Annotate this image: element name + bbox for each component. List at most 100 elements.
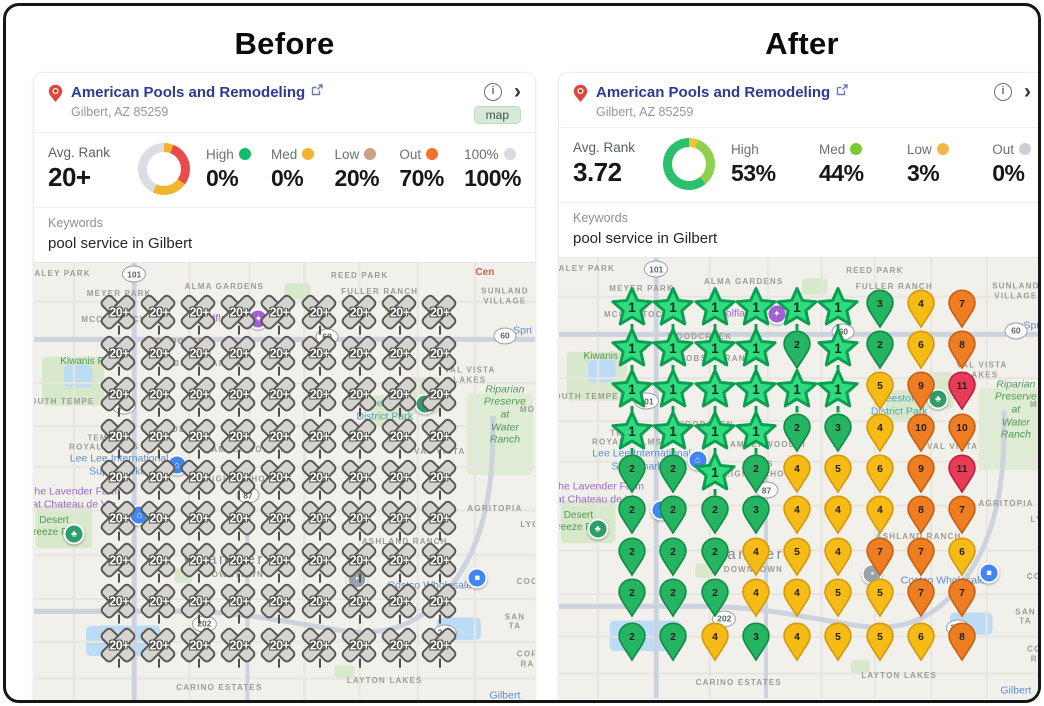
grid-marker-rank-2[interactable]: 2: [616, 578, 647, 618]
grid-marker-missed[interactable]: 20+: [337, 457, 383, 500]
grid-marker-rank-1[interactable]: 1: [692, 450, 738, 496]
grid-marker-rank-2[interactable]: 2: [616, 622, 647, 662]
grid-marker-rank-4[interactable]: 4: [823, 537, 854, 577]
grid-marker-missed[interactable]: 20+: [176, 375, 222, 418]
grid-marker-missed[interactable]: 20+: [377, 457, 423, 500]
grid-marker-missed[interactable]: 20+: [256, 292, 302, 335]
grid-marker-missed[interactable]: 20+: [96, 457, 142, 500]
grid-marker-rank-1[interactable]: 1: [609, 326, 655, 372]
grid-marker-missed[interactable]: 20+: [337, 292, 383, 335]
grid-marker-missed[interactable]: 20+: [216, 416, 262, 459]
grid-marker-rank-1[interactable]: 1: [650, 326, 696, 372]
grid-marker-missed[interactable]: 20+: [136, 540, 182, 583]
grid-marker-rank-7[interactable]: 7: [906, 537, 937, 577]
grid-marker-missed[interactable]: 20+: [96, 375, 142, 418]
grid-marker-rank-2[interactable]: 2: [658, 622, 689, 662]
grid-marker-missed[interactable]: 20+: [96, 499, 142, 542]
grid-marker-missed[interactable]: 20+: [176, 292, 222, 335]
grid-marker-missed[interactable]: 20+: [377, 581, 423, 624]
grid-marker-missed[interactable]: 20+: [216, 375, 262, 418]
grid-marker-missed[interactable]: 20+: [96, 581, 142, 624]
grid-marker-rank-2[interactable]: 2: [658, 495, 689, 536]
grid-marker-rank-2[interactable]: 2: [782, 330, 813, 370]
grid-marker-missed[interactable]: 20+: [377, 375, 423, 418]
grid-marker-missed[interactable]: 20+: [256, 499, 302, 542]
grid-marker-missed[interactable]: 20+: [297, 499, 343, 542]
grid-marker-rank-2[interactable]: 2: [616, 495, 647, 536]
grid-marker-rank-7[interactable]: 7: [906, 578, 937, 618]
grid-marker-rank-1[interactable]: 1: [692, 326, 738, 372]
external-link-icon[interactable]: [311, 83, 323, 101]
external-link-icon[interactable]: [836, 83, 848, 101]
grid-marker-missed[interactable]: 20+: [297, 457, 343, 500]
costco-poi[interactable]: ■: [978, 562, 1000, 584]
grid-marker-missed[interactable]: 20+: [377, 499, 423, 542]
grid-marker-missed[interactable]: 20+: [176, 333, 222, 376]
grid-marker-rank-2[interactable]: 2: [699, 578, 730, 618]
grid-marker-missed[interactable]: 20+: [136, 333, 182, 376]
grid-marker-rank-4[interactable]: 4: [906, 289, 937, 329]
grid-marker-missed[interactable]: 20+: [176, 499, 222, 542]
grid-marker-missed[interactable]: 20+: [216, 457, 262, 500]
grid-marker-missed[interactable]: 20+: [297, 581, 343, 624]
grid-marker-rank-8[interactable]: 8: [906, 495, 937, 536]
grid-marker-rank-2[interactable]: 2: [782, 413, 813, 453]
grid-marker-rank-6[interactable]: 6: [906, 622, 937, 662]
grid-marker-missed[interactable]: 20+: [377, 292, 423, 335]
grid-marker-missed[interactable]: 20+: [297, 416, 343, 459]
grid-marker-rank-1[interactable]: 1: [815, 285, 861, 331]
grid-marker-missed[interactable]: 20+: [176, 416, 222, 459]
grid-marker-rank-1[interactable]: 1: [650, 368, 696, 414]
grid-marker-rank-6[interactable]: 6: [906, 330, 937, 370]
grid-marker-missed[interactable]: 20+: [297, 292, 343, 335]
business-name-link[interactable]: American Pools and Remodeling: [71, 83, 306, 101]
grid-marker-missed[interactable]: 20+: [96, 292, 142, 335]
grid-marker-rank-2[interactable]: 2: [658, 537, 689, 577]
grid-marker-missed[interactable]: 20+: [377, 540, 423, 583]
grid-marker-rank-8[interactable]: 8: [947, 622, 978, 662]
grid-marker-missed[interactable]: 20+: [417, 375, 463, 418]
grid-marker-missed[interactable]: 20+: [417, 292, 463, 335]
grid-marker-rank-1[interactable]: 1: [692, 409, 738, 455]
grid-marker-missed[interactable]: 20+: [417, 499, 463, 542]
grid-marker-rank-7[interactable]: 7: [947, 495, 978, 536]
grid-marker-missed[interactable]: 20+: [96, 540, 142, 583]
grid-marker-rank-9[interactable]: 9: [906, 371, 937, 411]
grid-marker-rank-2[interactable]: 2: [616, 454, 647, 494]
grid-marker-rank-7[interactable]: 7: [947, 578, 978, 618]
grid-marker-rank-2[interactable]: 2: [658, 454, 689, 494]
grid-marker-rank-8[interactable]: 8: [947, 330, 978, 370]
grid-marker-rank-4[interactable]: 4: [782, 454, 813, 494]
desert-breeze-park-poi[interactable]: ♣: [63, 523, 85, 545]
grid-marker-missed[interactable]: 20+: [377, 416, 423, 459]
grid-marker-rank-11[interactable]: 11: [947, 371, 978, 411]
grid-marker-rank-10[interactable]: 10: [947, 413, 978, 453]
grid-marker-rank-5[interactable]: 5: [864, 578, 895, 618]
grid-marker-rank-1[interactable]: 1: [609, 409, 655, 455]
grid-marker-missed[interactable]: 20+: [417, 457, 463, 500]
grid-marker-rank-4[interactable]: 4: [782, 495, 813, 536]
grid-marker-missed[interactable]: 20+: [417, 416, 463, 459]
grid-marker-rank-6[interactable]: 6: [864, 454, 895, 494]
grid-marker-rank-2[interactable]: 2: [740, 454, 771, 494]
grid-marker-missed[interactable]: 20+: [377, 333, 423, 376]
grid-marker-rank-9[interactable]: 9: [906, 454, 937, 494]
grid-marker-missed[interactable]: 20+: [136, 292, 182, 335]
grid-marker-missed[interactable]: 20+: [176, 540, 222, 583]
grid-marker-rank-3[interactable]: 3: [864, 289, 895, 329]
grid-marker-rank-7[interactable]: 7: [864, 537, 895, 577]
grid-marker-rank-7[interactable]: 7: [947, 289, 978, 329]
grid-marker-missed[interactable]: 20+: [417, 625, 463, 668]
grid-marker-missed[interactable]: 20+: [96, 333, 142, 376]
grid-marker-missed[interactable]: 20+: [216, 625, 262, 668]
grid-marker-rank-1[interactable]: 1: [774, 285, 820, 331]
grid-marker-rank-1[interactable]: 1: [774, 368, 820, 414]
grid-marker-rank-1[interactable]: 1: [815, 326, 861, 372]
grid-marker-missed[interactable]: 20+: [216, 292, 262, 335]
business-name-link[interactable]: American Pools and Remodeling: [596, 83, 831, 101]
costco-poi[interactable]: ■: [466, 567, 488, 589]
grid-marker-missed[interactable]: 20+: [377, 625, 423, 668]
grid-marker-missed[interactable]: 20+: [136, 457, 182, 500]
grid-marker-rank-2[interactable]: 2: [699, 495, 730, 536]
